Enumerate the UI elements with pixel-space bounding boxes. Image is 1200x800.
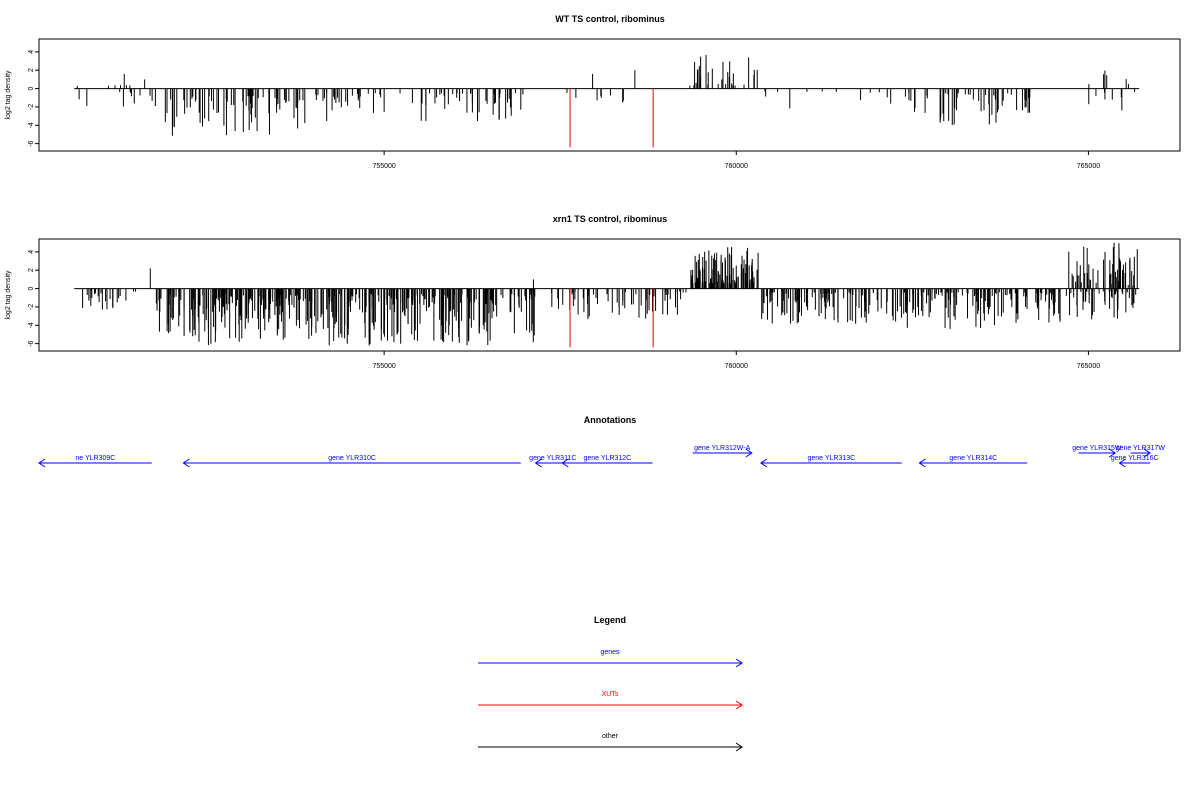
xrn1-ytick-label: 0 [28,287,35,291]
gene-label: gene YLR313C [807,455,855,462]
wt-ytick-label: -6 [28,140,35,146]
wt-ytick-label: -4 [28,122,35,128]
xrn1-xtick-label: 760000 [725,363,748,370]
xrn1-ytick-label: -6 [28,340,35,346]
wt-ytick-label: 4 [28,50,35,54]
xrn1-ytick-label: 4 [28,250,35,254]
gene-arrow-head [745,448,753,458]
gene-arrow-head [534,458,542,468]
gene-label: gene YLR312W-A [694,445,750,452]
gene-arrow-head [918,458,926,468]
gene-label: gene YLR315W [1072,445,1122,452]
xrn1-xtick-label: 755000 [372,363,395,370]
gene-label: gene YLR317W [1116,445,1166,452]
xrn1-track-panel: xrn1 TS control, ribominus log2 tag dens… [5,214,1181,370]
gene-arrow-head [182,458,190,468]
wt-track-frame [38,38,1181,152]
xrn1-track-frame [38,238,1181,352]
wt-ytick-label: 0 [28,87,35,91]
wt-xtick-label: 755000 [372,163,395,170]
gene-label: gene YLR316C [1111,455,1159,462]
gene-arrow-head [1118,458,1126,468]
gene-arrow-head [561,458,569,468]
xrn1-track-ylabel: log2 tag density [5,270,12,320]
legend-item-arrowhead [735,658,743,668]
annotations-panel: Annotations ne YLR309C gene YLR310C gene Y… [38,415,1166,468]
wt-track-axes: -6 -4 -2 0 2 4 755000 760000 765000 [28,50,1100,170]
wt-track-ylabel: log2 tag density [5,70,12,120]
wt-xtick-label: 760000 [725,163,748,170]
legend-title: Legend [594,615,626,625]
gene-annotations: ne YLR309C gene YLR310C gene YLR311C gene Y… [38,445,1166,468]
wt-ytick-label: -2 [28,104,35,110]
xrn1-ytick-label: -2 [28,304,35,310]
wt-ytick-label: 2 [28,68,35,72]
gene-arrow-head [760,458,768,468]
wt-track-bars [74,54,1140,148]
gene-arrow-head [1143,448,1151,458]
gene-label: gene YLR311C [529,455,576,462]
legend-item-arrowhead [735,700,743,710]
xrn1-ytick-label: 2 [28,268,35,272]
legend-item-label: other [602,733,619,740]
legend-item-label: XUTs [602,691,619,698]
xrn1-xtick-label: 765000 [1077,363,1100,370]
gene-arrow-head [1108,448,1117,458]
xrn1-ytick-label: -4 [28,322,35,328]
gene-label: gene YLR312C [584,455,632,462]
xrn1-track-title: xrn1 TS control, ribominus [553,214,668,224]
xrn1-track-bars [74,242,1140,348]
wt-track-panel: WT TS control, ribominus log2 tag densit… [5,14,1181,170]
gene-label: ne YLR309C [75,455,115,462]
xrn1-track-axes: -6 -4 -2 0 2 4 755000 760000 765000 [28,250,1100,370]
wt-xtick-label: 765000 [1077,163,1100,170]
legend-item-label: genes [600,649,620,656]
annotations-title: Annotations [584,415,637,425]
legend-item-arrowhead [735,742,743,752]
wt-track-title: WT TS control, ribominus [555,14,665,24]
legend: Legend genes XUTs other [478,615,743,752]
legend-items: genes XUTs other [478,649,743,752]
gene-label: gene YLR314C [949,455,997,462]
gene-arrow-head [38,458,46,468]
gene-label: gene YLR310C [328,455,376,462]
